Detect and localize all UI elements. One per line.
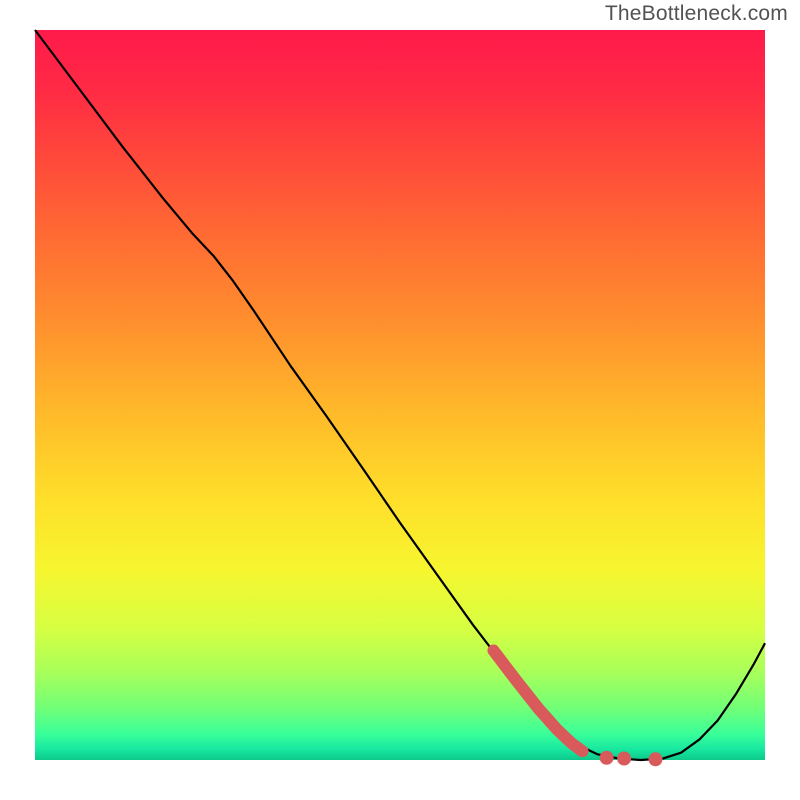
plot-background xyxy=(35,30,765,760)
highlight-dot xyxy=(600,751,614,765)
bottleneck-chart xyxy=(0,0,800,800)
watermark-text: TheBottleneck.com xyxy=(605,2,788,26)
highlight-dot xyxy=(617,752,631,766)
highlight-dot xyxy=(649,752,663,766)
